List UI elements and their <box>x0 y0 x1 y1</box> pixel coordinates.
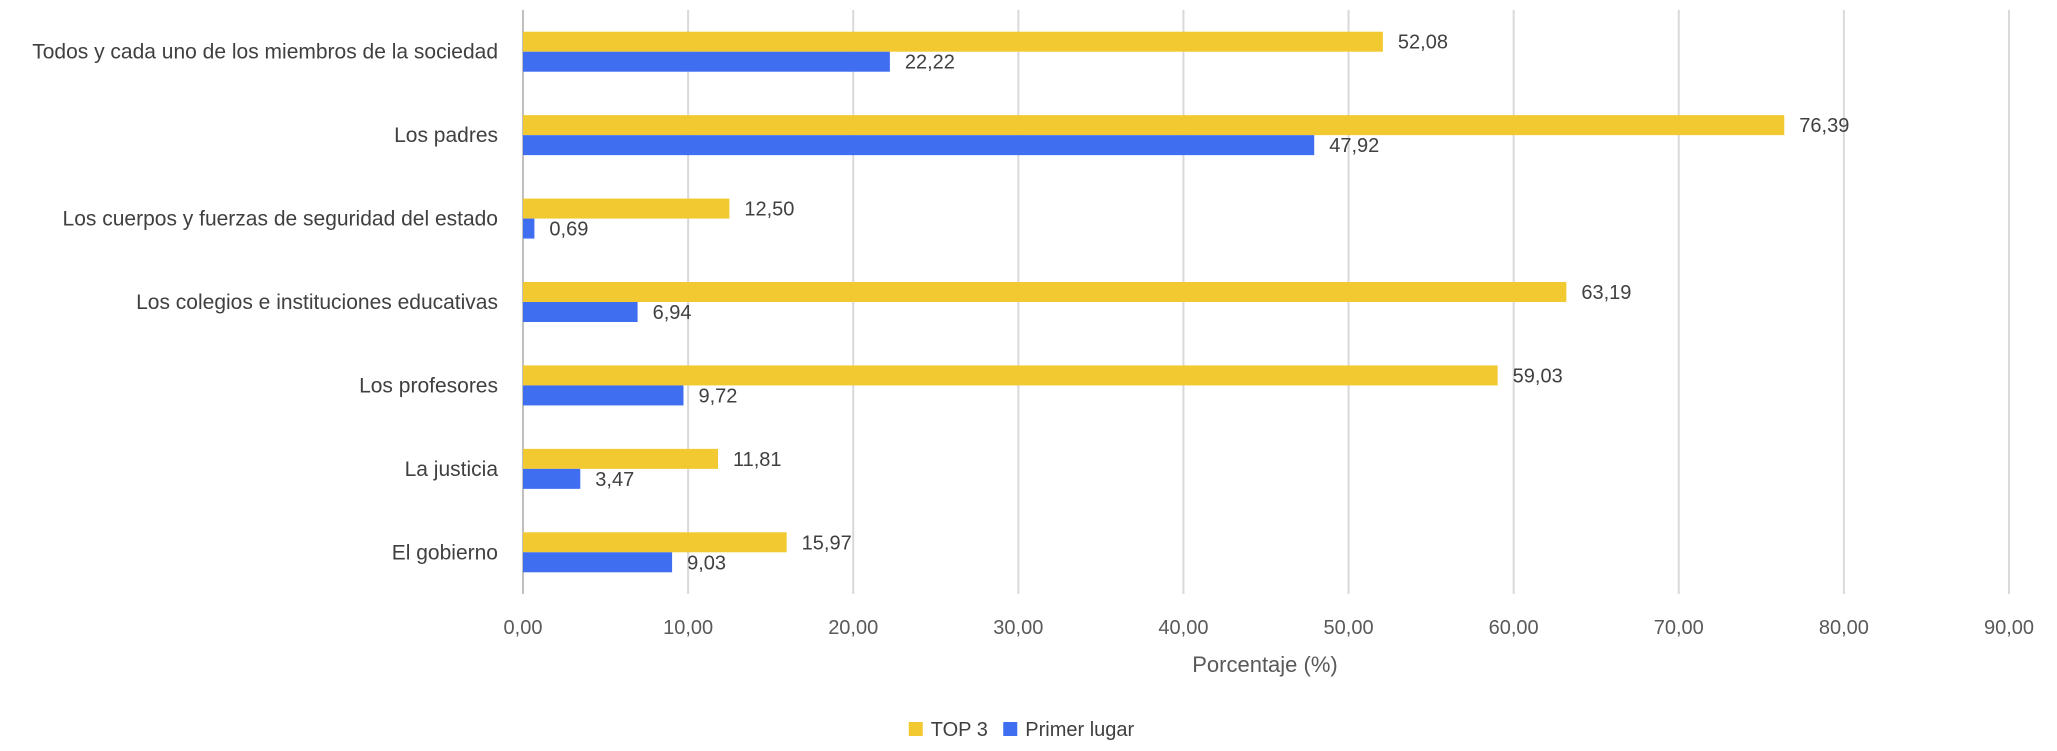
category-label: Los profesores <box>359 374 498 397</box>
x-tick-label: 90,00 <box>1984 617 2034 639</box>
x-tick-label: 70,00 <box>1654 617 1704 639</box>
category-label: El gobierno <box>392 541 498 564</box>
bar-top3 <box>523 31 1383 52</box>
data-label: 6,94 <box>653 302 692 324</box>
data-label: 11,81 <box>733 449 782 471</box>
data-label: 0,69 <box>549 219 588 241</box>
category-label: Todos y cada uno de los miembros de la s… <box>32 41 498 64</box>
data-label: 76,39 <box>1799 115 1849 137</box>
bar-top3 <box>523 282 1567 302</box>
data-label: 9,03 <box>687 552 726 574</box>
x-tick-labels: 0,00 10,00 20,00 30,00 40,00 50,00 60,00 70,00 8… <box>504 617 2035 639</box>
bar-top3 <box>523 448 718 469</box>
data-label: 52,08 <box>1398 32 1448 54</box>
bar-primer-lugar <box>523 302 638 322</box>
data-label: 15,97 <box>802 532 852 554</box>
legend-swatch <box>908 722 923 736</box>
data-label: 22,22 <box>905 52 955 74</box>
category-labels: Todos y cada uno de los miembros de la s… <box>32 41 498 565</box>
x-tick-label: 40,00 <box>1158 617 1208 639</box>
x-tick-label: 20,00 <box>828 617 878 639</box>
x-tick-label: 60,00 <box>1489 617 1539 639</box>
legend-label: TOP 3 <box>931 719 988 741</box>
x-axis-title: Porcentaje (%) <box>1192 652 1338 677</box>
bar-primer-lugar <box>523 51 890 72</box>
bars: 52,08 22,22 76,39 47,92 12,50 0,69 63,19 6,94 59… <box>523 31 1849 574</box>
bar-top3 <box>523 532 787 553</box>
legend-label: Primer lugar <box>1025 719 1134 741</box>
bar-top3 <box>523 365 1498 386</box>
category-label: Los cuerpos y fuerzas de seguridad del e… <box>63 208 498 231</box>
legend: TOP 3 Primer lugar <box>908 719 1135 741</box>
category-label: Los padres <box>394 124 498 147</box>
legend-swatch <box>1003 722 1018 736</box>
data-label: 3,47 <box>595 469 634 491</box>
bar-primer-lugar <box>523 552 673 573</box>
bar-top3 <box>523 198 730 219</box>
data-label: 12,50 <box>744 199 794 221</box>
x-tick-label: 50,00 <box>1324 617 1374 639</box>
category-label: La justicia <box>405 458 499 481</box>
bar-top3 <box>523 115 1785 136</box>
data-label: 63,19 <box>1581 282 1631 304</box>
data-label: 9,72 <box>698 385 737 407</box>
data-label: 59,03 <box>1513 365 1563 387</box>
x-tick-label: 10,00 <box>663 617 713 639</box>
x-tick-label: 0,00 <box>504 617 543 639</box>
bar-primer-lugar <box>523 385 684 406</box>
category-label: Los colegios e instituciones educativas <box>136 291 498 314</box>
bar-primer-lugar <box>523 135 1315 156</box>
x-tick-label: 30,00 <box>993 617 1043 639</box>
bar-primer-lugar <box>523 468 581 489</box>
x-tick-label: 80,00 <box>1819 617 1869 639</box>
bar-primer-lugar <box>523 218 535 239</box>
data-label: 47,92 <box>1329 135 1379 157</box>
